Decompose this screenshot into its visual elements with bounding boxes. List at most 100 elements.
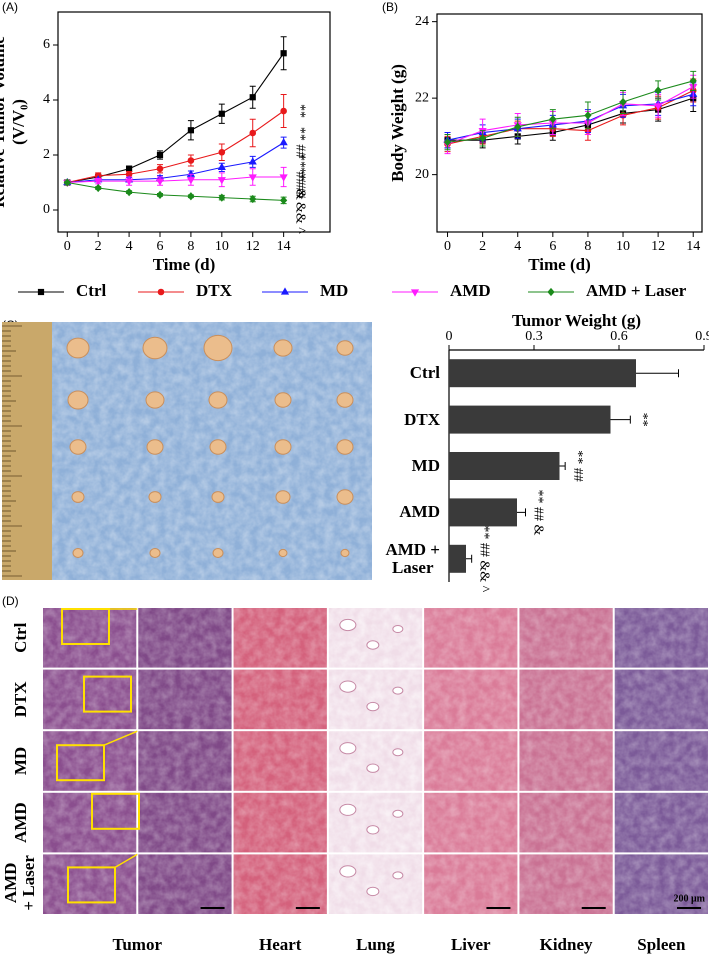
x-tick-label: 2 <box>95 239 102 254</box>
x-tick-label: 10 <box>215 239 229 254</box>
lung-airway <box>339 803 357 816</box>
y-tick-label: 2 <box>43 147 50 162</box>
lung-airway <box>366 763 380 773</box>
lung-airway <box>392 871 404 880</box>
series-line <box>447 89 694 145</box>
tumor <box>278 548 288 558</box>
image-texture <box>138 854 232 914</box>
marker <box>218 148 226 156</box>
x-axis-title: Time (d) <box>528 255 591 274</box>
marker <box>689 76 697 86</box>
x-tick-label: 0.9 <box>695 329 709 344</box>
tumor-photo <box>2 322 372 580</box>
tumor <box>145 391 165 409</box>
marker <box>94 178 103 186</box>
marker <box>156 165 164 173</box>
image-texture <box>424 854 518 914</box>
marker <box>156 190 164 199</box>
x-tick-label: 0 <box>446 329 453 344</box>
marker <box>124 178 134 186</box>
marker <box>186 169 196 177</box>
tumor <box>274 439 292 455</box>
x-tick-label: 14 <box>686 239 700 254</box>
marker <box>249 129 257 137</box>
zoom-box <box>83 675 132 713</box>
image-texture <box>328 669 423 730</box>
zoom-box <box>56 744 105 782</box>
legend-label: Ctrl <box>76 281 106 300</box>
image-texture <box>614 854 708 914</box>
image-texture <box>614 669 708 730</box>
x-tick-label: 12 <box>651 239 665 254</box>
panel-label: (D) <box>2 594 19 608</box>
marker <box>280 196 288 205</box>
x-tick-label: 14 <box>277 239 291 254</box>
lung-airway <box>339 865 357 878</box>
image-texture <box>233 854 327 914</box>
image-texture <box>138 731 232 791</box>
significance-label: ** ## && ^ <box>476 525 491 592</box>
series-line <box>67 142 284 184</box>
image-texture <box>519 854 613 914</box>
x-tick-label: 6 <box>549 239 556 254</box>
row-label: AMD + Laser <box>1 855 38 911</box>
marker <box>187 192 195 201</box>
image-texture <box>614 731 708 791</box>
tumor <box>203 334 233 362</box>
legend-label: DTX <box>196 281 233 300</box>
marker <box>654 86 662 95</box>
x-tick-label: 0 <box>64 239 71 254</box>
marker <box>157 288 165 296</box>
series-line <box>67 176 284 184</box>
error-bar <box>559 462 566 470</box>
bar <box>449 405 611 434</box>
marker <box>125 165 133 172</box>
tumor <box>273 339 293 357</box>
column-label: Heart <box>259 935 302 954</box>
x-tick-label: 10 <box>616 239 630 254</box>
lung-airway <box>339 680 357 693</box>
significance-label: ** ## <box>570 450 585 482</box>
y-tick-label: 22 <box>415 90 429 105</box>
tumor <box>148 491 162 503</box>
bar <box>449 498 517 527</box>
zoom-box <box>91 792 140 830</box>
y-tick-label: 20 <box>415 167 429 182</box>
marker <box>156 151 164 159</box>
marker <box>619 97 627 107</box>
lung-airway <box>366 640 380 650</box>
column-label: Liver <box>451 935 491 954</box>
tumor <box>336 489 354 505</box>
significance-label: ** ## & <box>292 154 307 200</box>
significance-label: ** <box>635 413 650 427</box>
column-label: Tumor <box>113 935 163 954</box>
image-texture <box>43 792 137 853</box>
image-texture <box>328 731 423 791</box>
category-label: AMD + Laser <box>385 539 440 577</box>
marker <box>218 110 225 117</box>
x-tick-label: 4 <box>126 239 133 254</box>
row-label: AMD <box>11 802 30 843</box>
image-texture <box>519 731 613 791</box>
image-texture <box>233 731 327 791</box>
significance-label: ** ## <box>292 127 307 159</box>
tumor <box>67 390 89 410</box>
marker <box>125 188 133 197</box>
legend-label: AMD <box>450 281 491 300</box>
marker <box>279 174 288 182</box>
lung-airway <box>366 825 380 835</box>
error-bar <box>517 508 526 517</box>
tumor <box>336 340 354 356</box>
y-tick-label: 6 <box>43 37 50 52</box>
plot-frame <box>57 11 331 233</box>
y-tick-label: 24 <box>415 14 429 29</box>
marker <box>654 103 663 111</box>
image-texture <box>424 731 518 791</box>
zoom-box <box>67 866 116 904</box>
marker <box>248 174 257 182</box>
category-label: MD <box>411 456 440 476</box>
marker <box>547 287 555 297</box>
series-line <box>447 86 694 145</box>
column-label: Spleen <box>637 935 686 954</box>
marker <box>249 94 256 101</box>
